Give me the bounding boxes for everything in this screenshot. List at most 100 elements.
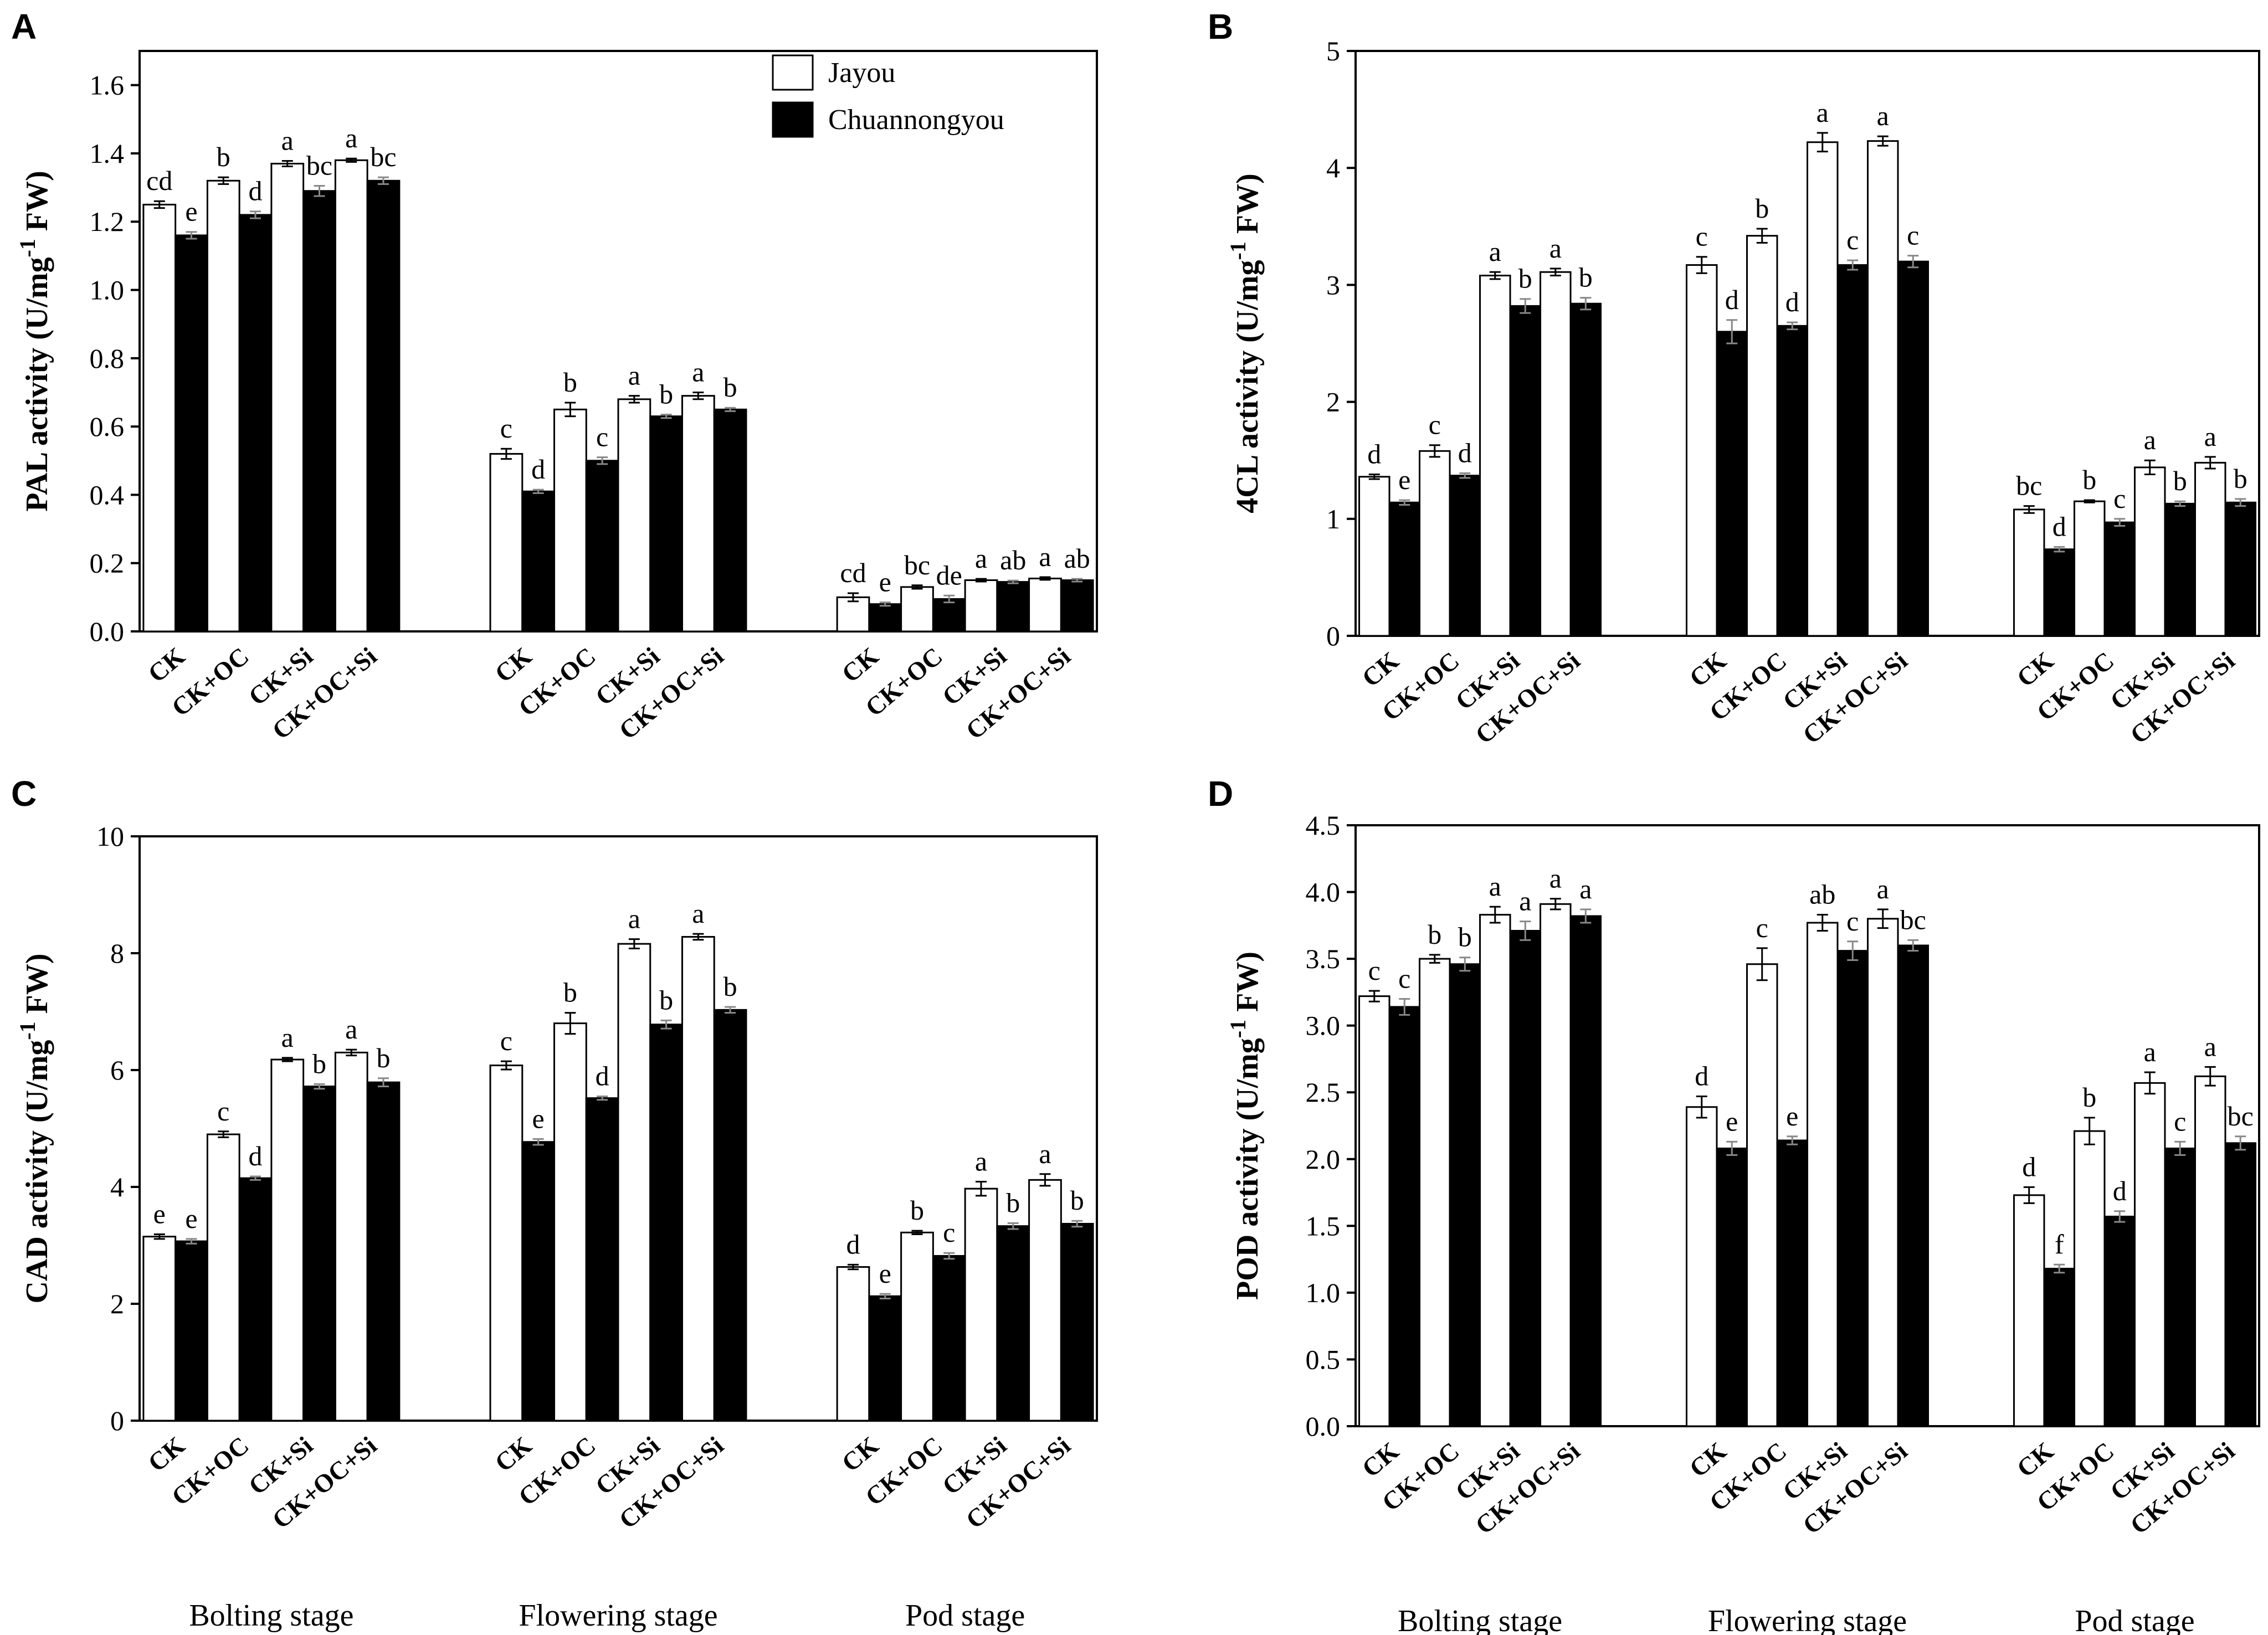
panel-c-ck-si-chuannongyou-g1-bar <box>302 1086 336 1422</box>
panel-c-ck-si-jayou-g2-bar <box>617 943 651 1422</box>
panel-a-ytick-label: 0.2 <box>90 548 125 579</box>
panel-b-ck-si-chuannongyou-g3-sig-letter: b <box>2173 465 2187 496</box>
panel-c-stage-label: Pod stage <box>905 1598 1025 1633</box>
panel-c-ck-jayou-g3-sig-letter: d <box>846 1228 860 1259</box>
ylabel-end: FW) <box>1230 952 1265 1020</box>
panel-a-letter: A <box>11 7 37 47</box>
panel-d-ck-oc-chuannongyou-g2-sig-letter: e <box>1786 1101 1798 1132</box>
panel-b-ytick-label: 1 <box>1326 503 1340 534</box>
panel-a-ck-jayou-g3-sig-letter: cd <box>840 557 866 588</box>
panel-d: D 0.0 0.5 1.0 1.5 2.0 2.5 3.0 3.5 4.0 4.5 POD activ… <box>1208 774 2260 1635</box>
panel-b-ck-chuannongyou-g2-sig-letter: d <box>1725 284 1739 315</box>
panel-d-ck-si-chuannongyou-g1-bar <box>1509 929 1542 1427</box>
panel-a-ck-oc-jayou-g2-sig-letter: b <box>563 367 577 398</box>
panel-a-ck-si-jayou-g1-bar <box>270 162 305 633</box>
panel-d-ck-si-jayou-g1-sig-letter: a <box>1489 871 1501 902</box>
panel-b-ytick-label: 2 <box>1326 387 1340 418</box>
panel-b-ck-si-chuannongyou-g2-sig-letter: c <box>1846 224 1859 255</box>
panel-c-ck-oc-si-jayou-g2-sig-letter: a <box>692 898 704 929</box>
panel-b-ck-si-chuannongyou-g3-bar <box>2164 502 2196 637</box>
panel-d-ck-oc-chuannongyou-g2-bar <box>1776 1139 1808 1427</box>
panel-a-ck-oc-si-jayou-g1-sig-letter: a <box>345 122 357 153</box>
panel-a-ck-chuannongyou-g1-bar <box>175 234 208 633</box>
panel-d-ck-oc-si-chuannongyou-g2-bar <box>1897 944 1930 1427</box>
panel-c-ytick-label: 8 <box>110 938 124 969</box>
panel-d-ytick-label: 0.5 <box>1306 1344 1341 1375</box>
panel-a-ytick-label: 0.0 <box>90 616 125 647</box>
legend-swatch-jayou <box>772 54 814 91</box>
panel-b-ck-jayou-g1-sig-letter: d <box>1367 439 1381 470</box>
panel-c-ck-jayou-g1-bar <box>142 1236 177 1422</box>
panel-d-ck-oc-si-jayou-g2-sig-letter: a <box>1877 873 1889 904</box>
panel-a-ytick-label: 0.6 <box>90 411 125 442</box>
panel-d-ytick-label: 3.0 <box>1306 1010 1341 1041</box>
legend-label-jayou: Jayou <box>828 57 895 89</box>
panel-a-ck-chuannongyou-g2-bar <box>521 490 556 633</box>
panel-a-ck-jayou-g2-sig-letter: c <box>500 413 512 444</box>
ylabel-end: FW) <box>1230 173 1265 241</box>
panel-a-ck-oc-si-chuannongyou-g3-bar <box>1060 579 1094 633</box>
panel-b-ck-oc-si-chuannongyou-g1-sig-letter: b <box>1579 262 1593 293</box>
panel-c-xtick-label: CK <box>837 1431 884 1477</box>
panel-a-ck-oc-si-jayou-g3-sig-letter: a <box>1039 541 1051 572</box>
panel-d-ck-oc-chuannongyou-g1-bar <box>1449 963 1481 1427</box>
panel-b-xtick-label: CK <box>1684 646 1732 692</box>
panel-a-ck-oc-si-jayou-g2-bar <box>681 395 715 633</box>
panel-d-ck-si-jayou-g3-bar <box>2133 1082 2166 1427</box>
ylabel-main: PAL activity (U/mg <box>20 257 54 511</box>
panel-a-ytick-label: 1.2 <box>90 206 125 237</box>
panel-c-ck-si-jayou-g1-sig-letter: a <box>281 1022 294 1053</box>
panel-b-ck-chuannongyou-g3-sig-letter: d <box>2053 511 2066 542</box>
panel-c-ck-oc-si-chuannongyou-g3-bar <box>1060 1222 1094 1422</box>
panel-a-ck-chuannongyou-g3-sig-letter: e <box>879 567 891 598</box>
panel-b-ytick-label: 0 <box>1326 620 1340 651</box>
ylabel-sup: -1 <box>1225 1020 1250 1038</box>
panel-c-ck-chuannongyou-g1-sig-letter: e <box>185 1203 197 1234</box>
panel-a-ck-jayou-g1-bar <box>142 203 177 633</box>
panel-b-ytick-label: 5 <box>1326 35 1340 66</box>
panel-d-ck-oc-jayou-g2-bar <box>1746 963 1778 1427</box>
panel-b-ck-oc-jayou-g1-bar <box>1419 450 1451 637</box>
panel-a-ck-oc-chuannongyou-g1-bar <box>238 214 273 633</box>
panel-c-ck-si-chuannongyou-g2-sig-letter: b <box>659 984 673 1015</box>
panel-a-ytick-label: 1.0 <box>90 275 125 306</box>
panel-a-ytick-label: 0.8 <box>90 343 125 374</box>
panel-c-ck-oc-jayou-g2-sig-letter: b <box>563 977 577 1008</box>
panel-c-ytick-label: 4 <box>110 1171 124 1202</box>
panel-c-ck-oc-jayou-g2-bar <box>553 1022 587 1422</box>
panel-a-ck-oc-jayou-g1-sig-letter: b <box>217 141 230 172</box>
panel-c-ck-oc-chuannongyou-g2-bar <box>585 1097 619 1422</box>
panel-d-ytick-label: 1.5 <box>1306 1210 1341 1241</box>
panel-a-ytick-label: 1.6 <box>90 70 125 101</box>
panel-c-ytick-label: 10 <box>96 821 124 852</box>
panel-b-ck-si-chuannongyou-g1-sig-letter: b <box>1518 263 1532 294</box>
panel-a-ck-si-chuannongyou-g3-sig-letter: ab <box>1000 544 1026 575</box>
panel-a-ck-oc-jayou-g3-sig-letter: bc <box>904 549 930 580</box>
panel-b-ck-oc-jayou-g3-sig-letter: b <box>2082 464 2096 495</box>
panel-b-ck-oc-si-jayou-g1-sig-letter: a <box>1549 233 1562 264</box>
panel-c-ck-si-chuannongyou-g3-bar <box>996 1225 1030 1422</box>
ylabel-end: FW) <box>20 171 54 239</box>
panel-d-ck-oc-jayou-g1-bar <box>1419 958 1451 1427</box>
panel-d-ck-oc-si-chuannongyou-g1-bar <box>1569 915 1602 1427</box>
panel-c-xtick-label: CK <box>142 1431 190 1477</box>
panel-a-ck-oc-chuannongyou-g2-bar <box>585 460 619 633</box>
panel-b-ck-oc-chuannongyou-g1-bar <box>1449 475 1481 637</box>
panel-a-xtick-label: CK <box>142 641 190 688</box>
panel-b-ck-chuannongyou-g3-bar <box>2043 548 2075 637</box>
panel-c-ck-oc-si-jayou-g2-bar <box>681 935 715 1422</box>
panel-a-ck-si-chuannongyou-g3-bar <box>996 581 1030 633</box>
panel-a-xtick-label: CK <box>837 641 884 688</box>
panel-d-xtick-label: CK <box>1357 1436 1404 1483</box>
panel-b-ck-oc-jayou-g3-bar <box>2073 500 2106 637</box>
panel-a-ck-oc-chuannongyou-g2-sig-letter: c <box>596 421 608 453</box>
panel-d-ck-jayou-g2-bar <box>1685 1106 1718 1427</box>
panel-d-xtick-label: CK <box>1684 1436 1732 1483</box>
panel-d-ck-oc-si-chuannongyou-g3-bar <box>2224 1142 2256 1427</box>
panel-c-ck-oc-si-jayou-g1-bar <box>334 1051 368 1422</box>
panel-c-stage-label: Bolting stage <box>189 1598 353 1633</box>
panel-d-ck-jayou-g3-bar <box>2013 1194 2045 1427</box>
panel-c-ck-si-chuannongyou-g3-sig-letter: b <box>1006 1187 1020 1218</box>
